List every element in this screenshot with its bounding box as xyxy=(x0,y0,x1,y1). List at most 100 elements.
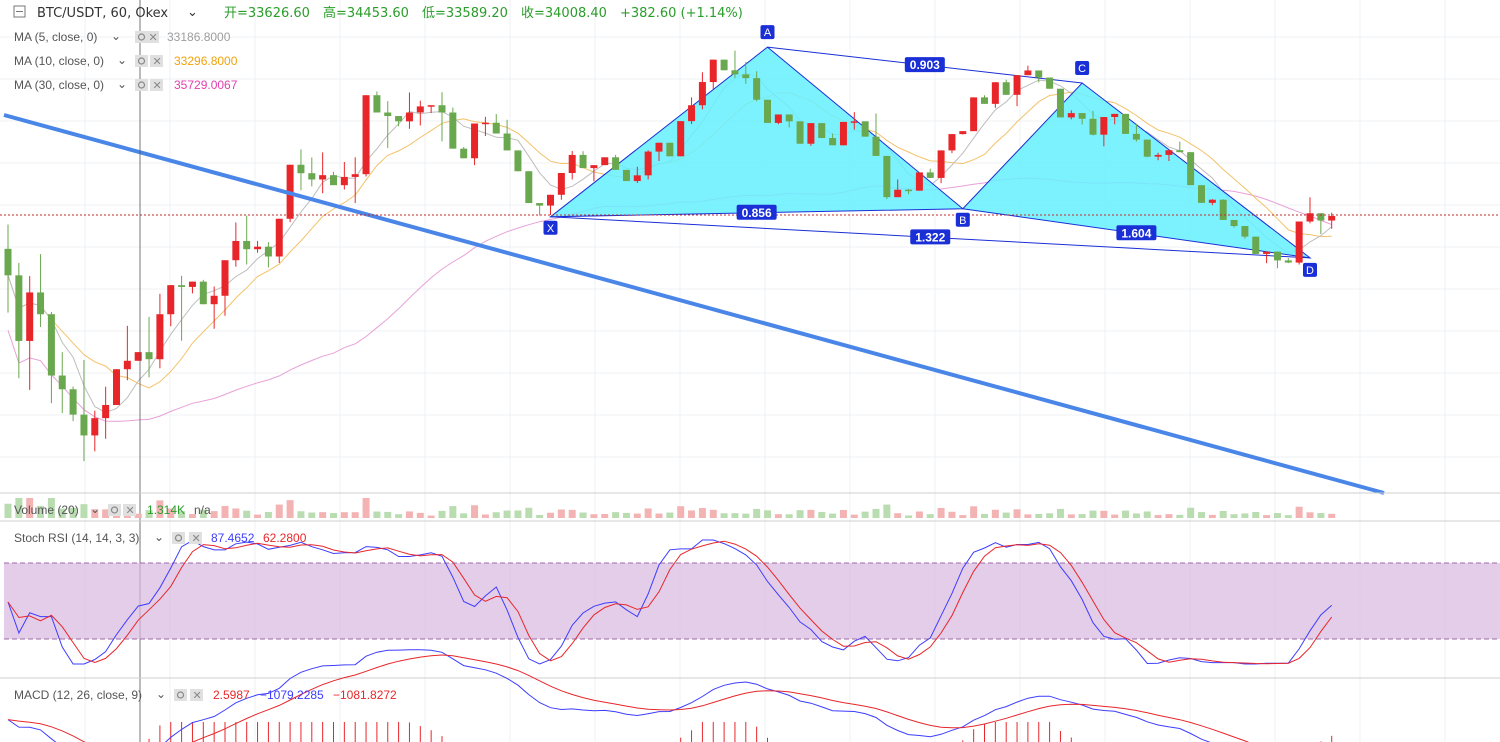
volume-bar xyxy=(254,514,262,518)
candle xyxy=(460,147,468,159)
candle xyxy=(297,149,305,191)
macd-line xyxy=(7,649,1211,742)
stoch-label[interactable]: Stoch RSI (14, 14, 3, 3) xyxy=(14,531,139,545)
macd-legend: MACD (12, 26, close, 9) ⌄ ✕ 2.5987 −1079… xyxy=(14,687,397,702)
ma30-label[interactable]: MA (30, close, 0) xyxy=(14,78,104,92)
chevron-down-icon[interactable]: ⌄ xyxy=(117,77,127,91)
volume-bar xyxy=(395,514,403,518)
volume-bar xyxy=(4,503,12,518)
candle xyxy=(145,316,153,378)
candle xyxy=(1111,113,1119,125)
pattern-point-c[interactable]: C xyxy=(1075,61,1090,76)
volume-bar xyxy=(644,508,652,518)
candle xyxy=(796,121,804,144)
candle xyxy=(362,95,370,177)
candle xyxy=(319,152,327,194)
ma10-label[interactable]: MA (10, close, 0) xyxy=(14,54,104,68)
volume-bar xyxy=(1317,513,1325,518)
volume-bar xyxy=(807,509,815,518)
candle xyxy=(861,121,869,137)
volume-bar xyxy=(330,513,337,518)
chevron-down-icon[interactable]: ⌄ xyxy=(111,29,121,43)
chevron-down-icon[interactable]: ⌄ xyxy=(187,5,198,20)
candle xyxy=(330,171,337,186)
trend-line[interactable] xyxy=(3,113,1385,495)
chevron-down-icon[interactable]: ⌄ xyxy=(156,687,166,701)
volume-bar xyxy=(362,498,370,518)
volume-bar xyxy=(981,513,988,518)
pattern-point-a[interactable]: A xyxy=(760,25,775,40)
svg-text:0.856: 0.856 xyxy=(742,206,772,220)
settings-icon[interactable] xyxy=(135,79,148,91)
settings-icon[interactable] xyxy=(174,689,187,701)
candle xyxy=(698,72,706,110)
settings-icon[interactable] xyxy=(108,504,121,516)
volume-bar xyxy=(1056,508,1064,518)
candle xyxy=(492,114,500,134)
candle xyxy=(384,101,392,149)
chevron-down-icon[interactable]: ⌄ xyxy=(90,502,100,516)
volume-bar xyxy=(427,515,435,518)
pattern-ratio-label: 0.856 xyxy=(736,204,777,220)
pattern-point-b[interactable]: B xyxy=(955,212,970,227)
candle xyxy=(1002,79,1010,95)
volume-bar xyxy=(590,514,598,518)
volume-bar xyxy=(1208,514,1216,518)
chevron-down-icon[interactable]: ⌄ xyxy=(154,530,164,544)
candle xyxy=(221,260,229,316)
volume-bar xyxy=(319,512,327,518)
candle xyxy=(1263,251,1271,264)
close-icon[interactable] xyxy=(150,55,163,67)
volume-bar xyxy=(1198,512,1205,518)
volume-bar xyxy=(818,511,826,518)
settings-icon[interactable] xyxy=(172,532,185,544)
macd-label[interactable]: MACD (12, 26, close, 9) xyxy=(14,688,142,702)
volume-bar xyxy=(232,508,240,518)
volume-bar xyxy=(948,511,956,518)
close-icon[interactable] xyxy=(123,504,136,516)
pattern-ratio-label: 1.322 xyxy=(910,229,951,245)
volume-label[interactable]: Volume (20) xyxy=(14,503,79,517)
symbol-title[interactable]: BTC/USDT, 60, Okex xyxy=(37,6,168,21)
candle xyxy=(742,62,750,84)
candle xyxy=(764,99,771,123)
close-icon[interactable] xyxy=(150,79,163,91)
settings-icon[interactable] xyxy=(135,55,148,67)
volume-bar xyxy=(970,506,978,518)
volume-bar xyxy=(1078,514,1086,518)
candle xyxy=(1122,113,1130,134)
close-icon[interactable] xyxy=(189,532,202,544)
ma30-value: 35729.0067 xyxy=(174,78,238,92)
volume-value: 1.314K xyxy=(147,503,185,517)
pattern-point-d[interactable]: D xyxy=(1303,262,1317,277)
volume-bar xyxy=(1035,513,1043,518)
close-icon[interactable] xyxy=(146,31,159,43)
candle xyxy=(1067,110,1075,120)
close-icon[interactable] xyxy=(190,689,203,701)
macd-histogram xyxy=(148,722,1333,742)
volume-bar xyxy=(1132,513,1140,518)
volume-bar xyxy=(1143,511,1151,518)
volume-bar xyxy=(275,504,283,518)
volume-bar xyxy=(243,510,251,518)
volume-bar xyxy=(1013,509,1021,518)
volume-bar xyxy=(601,513,609,518)
candle xyxy=(644,150,652,180)
pattern-point-x[interactable]: X xyxy=(543,220,558,235)
candle xyxy=(1176,141,1184,153)
settings-icon[interactable] xyxy=(135,31,148,43)
ma5-label[interactable]: MA (5, close, 0) xyxy=(14,30,97,44)
volume-bar xyxy=(449,506,457,518)
svg-text:C: C xyxy=(1078,63,1086,75)
low-value: 低=33589.20 xyxy=(422,6,508,21)
volume-bar xyxy=(1306,512,1314,518)
candle xyxy=(4,224,12,313)
chevron-down-icon[interactable]: ⌄ xyxy=(117,53,127,67)
macd-signal-value: −1081.8272 xyxy=(333,688,397,702)
candle xyxy=(1013,75,1021,107)
volume-bar xyxy=(264,511,272,518)
candle xyxy=(91,410,99,452)
candle xyxy=(720,59,728,71)
candle xyxy=(666,142,674,157)
